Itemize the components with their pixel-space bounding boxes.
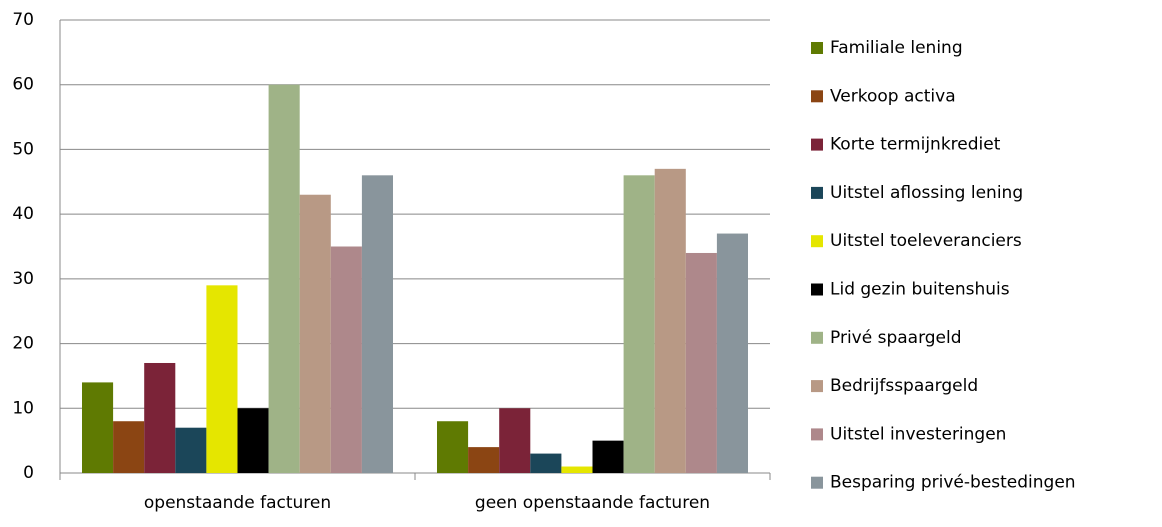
bar — [592, 440, 624, 473]
legend-label: Korte termijnkrediet — [830, 135, 1001, 155]
y-tick-label: 30 — [12, 269, 34, 289]
bar — [499, 408, 531, 473]
bar — [561, 466, 593, 473]
legend-swatch — [811, 476, 823, 489]
x-tick-label: geen openstaande facturen — [475, 493, 710, 513]
bar — [716, 233, 748, 473]
bar — [113, 421, 145, 473]
legend-swatch — [811, 283, 823, 296]
bar — [685, 252, 717, 473]
legend-label: Lid gezin buitenshuis — [830, 280, 1010, 300]
legend-swatch — [811, 428, 823, 441]
legend-label: Uitstel aflossing lening — [830, 183, 1023, 203]
legend-swatch — [811, 380, 823, 393]
bar — [361, 175, 393, 474]
legend-label: Familiale lening — [830, 38, 963, 58]
bar — [299, 194, 331, 473]
bar — [437, 421, 469, 473]
y-tick-label: 20 — [12, 334, 34, 354]
bar — [144, 362, 176, 473]
legend-swatch — [811, 90, 823, 103]
bar — [268, 84, 300, 473]
y-tick-label: 10 — [12, 398, 34, 418]
legend-label: Bedrijfsspaargeld — [830, 376, 978, 396]
bar — [82, 382, 114, 473]
bar — [206, 285, 238, 473]
bar — [468, 447, 500, 473]
y-tick-label: 70 — [12, 10, 34, 30]
y-tick-label: 60 — [12, 75, 34, 95]
bar — [175, 427, 207, 473]
y-tick-label: 0 — [23, 463, 34, 483]
legend-swatch — [811, 42, 823, 54]
legend-label: Verkoop activa — [830, 86, 956, 106]
legend-swatch — [811, 331, 823, 344]
bar — [654, 168, 686, 474]
legend-label: Privé spaargeld — [830, 328, 962, 348]
y-tick-label: 40 — [12, 204, 34, 224]
y-tick-label: 50 — [12, 139, 34, 159]
legend-label: Uitstel toeleveranciers — [830, 231, 1022, 251]
legend-label: Uitstel investeringen — [830, 424, 1006, 444]
x-tick-label: openstaande facturen — [144, 493, 331, 513]
bar — [330, 246, 362, 473]
legend-label: Besparing privé-bestedingen — [830, 473, 1076, 493]
bar — [530, 453, 562, 473]
bar — [237, 408, 269, 473]
legend-swatch — [811, 138, 823, 151]
legend-swatch — [811, 235, 823, 248]
bar — [623, 175, 655, 474]
legend-swatch — [811, 186, 823, 199]
